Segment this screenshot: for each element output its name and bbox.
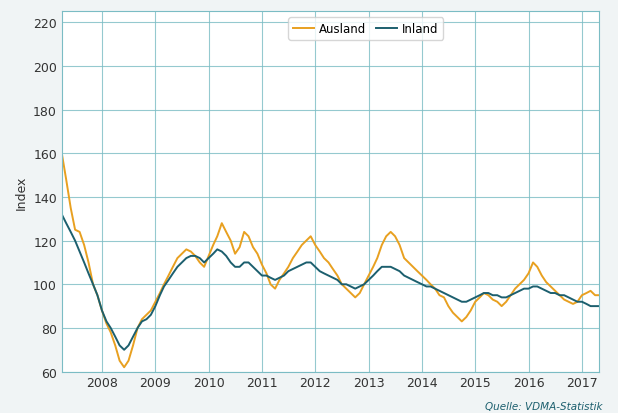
Legend: Ausland, Inland: Ausland, Inland	[289, 18, 443, 40]
Y-axis label: Index: Index	[14, 175, 28, 209]
Text: Quelle: VDMA-Statistik: Quelle: VDMA-Statistik	[485, 401, 603, 411]
Line: Ausland: Ausland	[49, 104, 618, 367]
Line: Inland: Inland	[49, 180, 618, 350]
